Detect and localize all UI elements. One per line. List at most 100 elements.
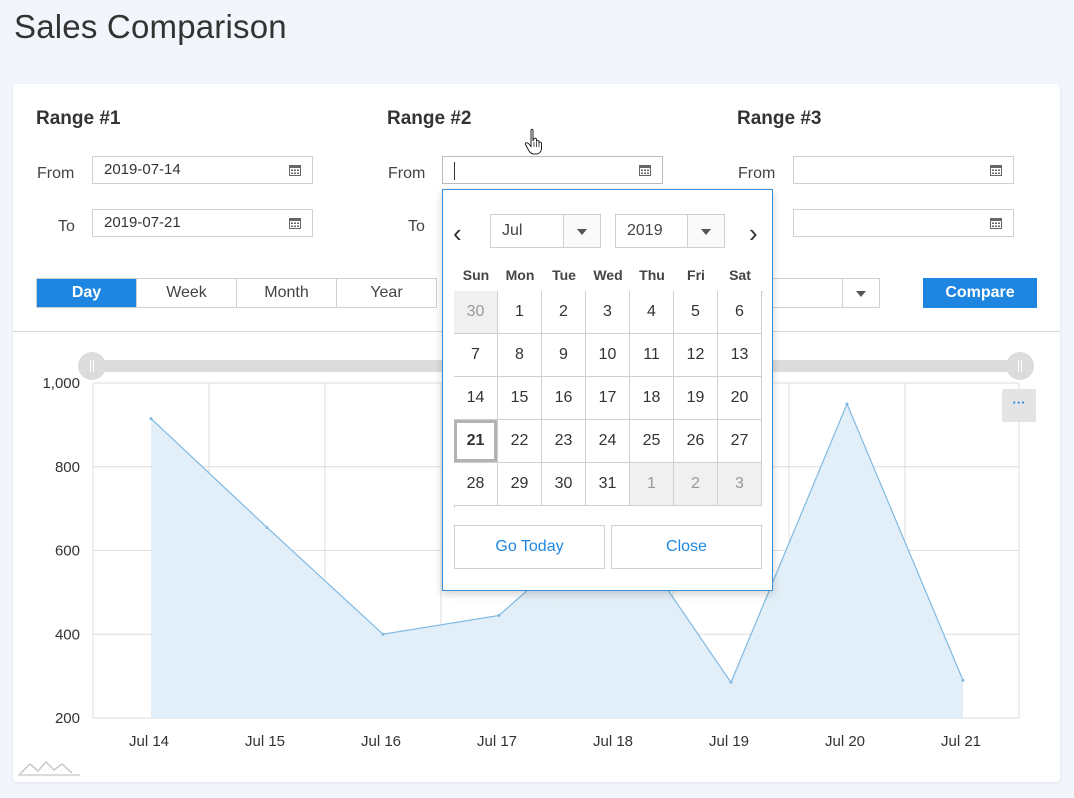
range-2-from-label: From [388,165,426,182]
month-select[interactable]: Jul [490,214,601,248]
calendar-day[interactable]: 24 [586,420,630,463]
calendar-day[interactable]: 3 [718,463,762,506]
page-title: Sales Comparison [14,8,287,45]
calendar-day[interactable]: 1 [630,463,674,506]
range-3-from-input[interactable] [793,156,1014,184]
chevron-down-icon [687,215,724,247]
calendar-day[interactable]: 13 [718,334,762,377]
range-2-to-label: To [408,218,425,235]
calendar-day[interactable]: 7 [454,334,498,377]
data-point[interactable] [961,678,965,682]
weekday-header: Sat [729,267,751,283]
period-option-day[interactable]: Day [37,279,137,307]
calendar-day[interactable]: 8 [498,334,542,377]
prev-month-icon[interactable]: ‹ [453,218,462,248]
calendar-grid: 30 1 2 3 4 5 6 7 8 9 10 11 12 13 14 15 16 17 18 19 20 21 22 23 2… [454,291,763,508]
calendar-day[interactable]: 5 [674,291,718,334]
calendar-day[interactable]: 17 [586,377,630,420]
series-select[interactable] [770,278,880,308]
calendar-day[interactable]: 25 [630,420,674,463]
data-point[interactable] [845,402,849,406]
calendar-day[interactable]: 30 [542,463,586,506]
calendar-day[interactable]: 22 [498,420,542,463]
calendar-icon [990,165,1002,176]
x-tick-label: Jul 19 [709,733,749,750]
chart-logo [18,760,80,776]
data-point[interactable] [149,417,153,421]
calendar-day[interactable]: 2 [542,291,586,334]
range-slider-left-handle[interactable] [78,352,106,380]
calendar-day[interactable]: 11 [630,334,674,377]
range-1-from-label: From [37,165,75,182]
range-1-title: Range #1 [36,108,121,129]
close-button[interactable]: Close [611,525,762,569]
weekday-header: Tue [552,267,576,283]
calendar-day[interactable]: 1 [498,291,542,334]
y-tick-label: 400 [55,626,80,643]
data-point[interactable] [381,632,385,636]
calendar-day[interactable]: 6 [718,291,762,334]
range-2-title: Range #2 [387,108,472,129]
calendar-day[interactable]: 10 [586,334,630,377]
x-tick-label: Jul 16 [361,733,401,750]
range-3-to-input[interactable] [793,209,1014,237]
year-select-value: 2019 [627,222,663,239]
calendar-day[interactable]: 31 [586,463,630,506]
chevron-down-icon [563,215,600,247]
calendar-icon [289,165,301,176]
range-2-from-input[interactable] [442,156,663,184]
range-3-title: Range #3 [737,108,822,129]
hand-cursor-icon [524,128,542,155]
period-option-week[interactable]: Week [137,279,237,307]
next-month-icon[interactable]: › [749,218,758,248]
calendar-day[interactable]: 14 [454,377,498,420]
x-tick-label: Jul 14 [129,733,169,750]
series-area [151,403,963,718]
range-slider-right-handle[interactable] [1006,352,1034,380]
x-tick-label: Jul 17 [477,733,517,750]
range-1-to-label: To [58,218,75,235]
calendar-day[interactable]: 18 [630,377,674,420]
x-tick-label: Jul 15 [245,733,285,750]
weekday-header: Mon [505,267,535,283]
calendar-day[interactable]: 9 [542,334,586,377]
chart-menu-button[interactable]: ··· [1002,389,1036,422]
calendar-day[interactable]: 23 [542,420,586,463]
go-today-button[interactable]: Go Today [454,525,605,569]
calendar-day[interactable]: 16 [542,377,586,420]
calendar-icon [990,218,1002,229]
range-1-to-input[interactable]: 2019-07-21 [92,209,313,237]
period-segmented-control: Day Week Month Year [36,278,437,308]
weekday-header: Fri [687,267,705,283]
range-1-from-input[interactable]: 2019-07-14 [92,156,313,184]
calendar-day[interactable]: 12 [674,334,718,377]
calendar-day[interactable]: 15 [498,377,542,420]
calendar-day[interactable]: 29 [498,463,542,506]
calendar-day[interactable]: 28 [454,463,498,506]
calendar-day[interactable]: 30 [454,291,498,334]
period-option-year[interactable]: Year [337,279,436,307]
y-tick-label: 200 [55,710,80,727]
calendar-day[interactable]: 21 [454,420,498,463]
x-tick-label: Jul 18 [593,733,633,750]
text-caret [454,162,455,180]
data-point[interactable] [729,680,733,684]
calendar-icon [289,218,301,229]
calendar-day[interactable]: 27 [718,420,762,463]
calendar-day[interactable]: 20 [718,377,762,420]
chevron-down-icon [842,279,879,307]
calendar-day[interactable]: 26 [674,420,718,463]
period-option-month[interactable]: Month [237,279,337,307]
data-point[interactable] [265,525,269,529]
range-1-to-value: 2019-07-21 [104,214,181,231]
weekday-header: Wed [593,267,623,283]
calendar-day[interactable]: 19 [674,377,718,420]
calendar-day[interactable]: 3 [586,291,630,334]
calendar-day[interactable]: 4 [630,291,674,334]
calendar-day[interactable]: 2 [674,463,718,506]
compare-button[interactable]: Compare [923,278,1037,308]
data-point[interactable] [497,613,501,617]
year-select[interactable]: 2019 [615,214,725,248]
y-tick-label: 800 [55,459,80,476]
